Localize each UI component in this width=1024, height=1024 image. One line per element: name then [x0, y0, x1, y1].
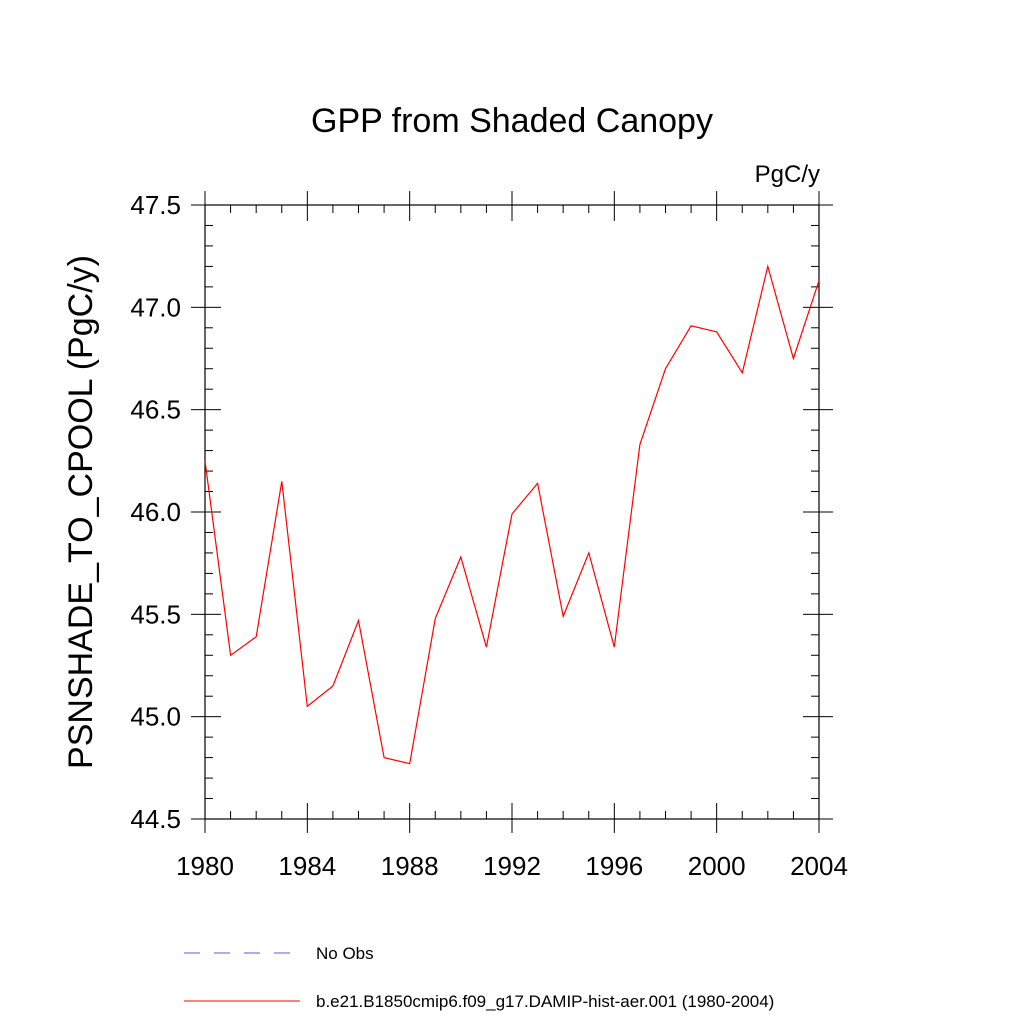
y-tick-label: 47.5	[130, 190, 181, 220]
x-tick-label: 1992	[483, 851, 541, 881]
series-line	[204, 264, 820, 765]
x-tick-label: 2000	[688, 851, 746, 881]
x-tick-label: 1988	[381, 851, 439, 881]
y-tick-label: 45.0	[130, 702, 181, 732]
y-tick-label: 46.5	[130, 395, 181, 425]
x-tick-label: 1984	[278, 851, 336, 881]
legend-label: b.e21.B1850cmip6.f09_g17.DAMIP-hist-aer.…	[316, 992, 774, 1011]
x-tick-label: 2004	[790, 851, 848, 881]
axis-ticks: 1980 1984 1988 1992 1996 2000 2004 44.5 45.0 45.5…	[130, 190, 848, 881]
y-tick-label: 44.5	[130, 804, 181, 834]
units-label: PgC/y	[755, 161, 820, 188]
series-layer	[204, 264, 820, 765]
legend-label: No Obs	[316, 944, 374, 963]
x-tick-label: 1996	[585, 851, 643, 881]
y-tick-label: 45.5	[130, 599, 181, 629]
chart-title: GPP from Shaded Canopy	[311, 102, 713, 140]
y-tick-label: 47.0	[130, 292, 181, 322]
plot-frame	[204, 204, 820, 820]
x-tick-label: 1980	[176, 851, 234, 881]
y-tick-label: 46.0	[130, 497, 181, 527]
legend: No Obs b.e21.B1850cmip6.f09_g17.DAMIP-his…	[184, 944, 774, 1011]
y-axis-label: PSNSHADE_TO_CPOOL (PgC/y)	[62, 255, 100, 769]
